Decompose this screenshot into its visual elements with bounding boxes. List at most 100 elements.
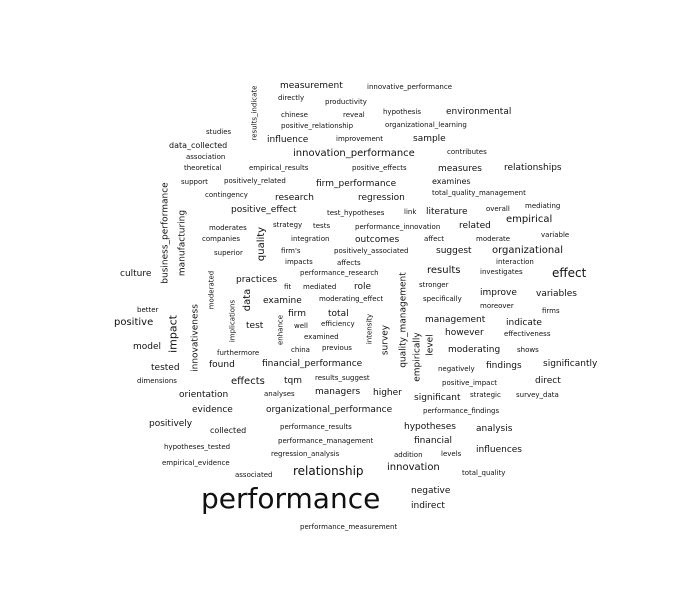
word: specifically	[423, 295, 462, 303]
word: empirically	[412, 332, 423, 382]
word: empirical_results	[249, 164, 309, 172]
word: orientation	[179, 390, 229, 400]
word: theoretical	[184, 164, 222, 172]
word: relationship	[293, 464, 364, 478]
word: data	[242, 288, 253, 312]
word: organizational_learning	[385, 121, 467, 129]
word: examines	[432, 177, 471, 186]
word: financial_performance	[262, 359, 363, 369]
word: effectiveness	[504, 330, 551, 338]
word: companies	[202, 235, 241, 243]
word: moderates	[209, 224, 247, 232]
word: tested	[151, 363, 180, 373]
word: related	[459, 221, 491, 231]
word: link	[404, 208, 417, 216]
word: associated	[235, 471, 273, 479]
word: affect	[424, 235, 445, 243]
word: performance_management	[278, 437, 374, 445]
word: quality_management	[398, 272, 409, 368]
word: variables	[536, 289, 577, 299]
word: fit	[284, 283, 292, 291]
word: overall	[486, 205, 510, 213]
word: performance_findings	[423, 407, 500, 415]
word: culture	[120, 269, 152, 279]
word: association	[186, 153, 226, 161]
word: survey_data	[516, 391, 559, 399]
word: innovation_performance	[293, 148, 415, 159]
word: efficiency	[321, 320, 355, 328]
word: moreover	[480, 302, 514, 310]
word: environmental	[446, 107, 512, 117]
word: stronger	[419, 281, 449, 289]
word: financial	[414, 436, 453, 446]
word: test_hypotheses	[327, 209, 385, 217]
word: results	[427, 265, 461, 276]
word: role	[354, 282, 372, 292]
word: levels	[441, 450, 462, 458]
word: strategy	[273, 221, 303, 229]
word: negative	[411, 486, 451, 496]
word: positive_effect	[231, 205, 297, 215]
word-performance: performance	[201, 482, 381, 515]
word: firms	[542, 307, 560, 315]
word: model	[133, 342, 162, 352]
word: analysis	[476, 424, 513, 434]
word: intensity	[365, 313, 374, 345]
word: hypotheses_tested	[164, 443, 231, 451]
word: total_quality	[462, 469, 506, 477]
word: research	[275, 193, 314, 203]
word: managers	[315, 387, 361, 397]
word: superior	[214, 249, 243, 257]
word: examined	[304, 333, 339, 341]
word: effect	[552, 266, 587, 280]
word: firm's	[281, 247, 301, 255]
word: innovation	[387, 462, 440, 473]
word: business_performance	[160, 182, 171, 284]
word: significant	[414, 393, 461, 403]
word: tests	[313, 222, 331, 230]
word: measures	[438, 164, 482, 174]
word: higher	[373, 388, 402, 398]
word: reveal	[343, 111, 365, 119]
word: firm_performance	[316, 179, 397, 189]
word: variable	[541, 231, 570, 239]
word: negatively	[438, 365, 475, 373]
word: enhance	[276, 314, 285, 346]
word: implications	[228, 299, 237, 343]
word: regression	[358, 193, 405, 203]
word: manufacturing	[177, 209, 188, 277]
word: quality	[256, 226, 267, 262]
word: china	[291, 346, 310, 354]
word: positively	[149, 419, 193, 429]
word: mediated	[303, 283, 337, 291]
word: moderate	[476, 235, 511, 243]
word: tqm	[284, 376, 303, 386]
word: examine	[263, 296, 302, 306]
word: improve	[480, 288, 517, 298]
word: contributes	[447, 148, 487, 156]
word: shows	[517, 346, 539, 354]
word: contingency	[205, 191, 248, 199]
word: direct	[535, 376, 561, 386]
word: evidence	[192, 405, 233, 415]
word: investigates	[480, 268, 523, 276]
word: results_indicate	[250, 85, 259, 141]
word: influence	[267, 135, 309, 145]
word: directly	[278, 94, 305, 102]
word: dimensions	[137, 377, 177, 385]
word: organizational	[492, 245, 564, 256]
word: performance_research	[300, 269, 379, 277]
word: test	[246, 321, 264, 331]
word: indicate	[506, 318, 542, 328]
word: integration	[291, 235, 330, 243]
word: moderating_effect	[319, 295, 384, 303]
word: studies	[206, 128, 232, 136]
word: hypothesis	[383, 108, 422, 116]
word: total	[328, 309, 349, 319]
word: significantly	[543, 359, 598, 369]
word: hypotheses	[404, 422, 456, 432]
word: better	[137, 306, 159, 314]
word: suggest	[436, 246, 472, 256]
word: positively_related	[224, 177, 286, 185]
word: collected	[210, 426, 247, 435]
